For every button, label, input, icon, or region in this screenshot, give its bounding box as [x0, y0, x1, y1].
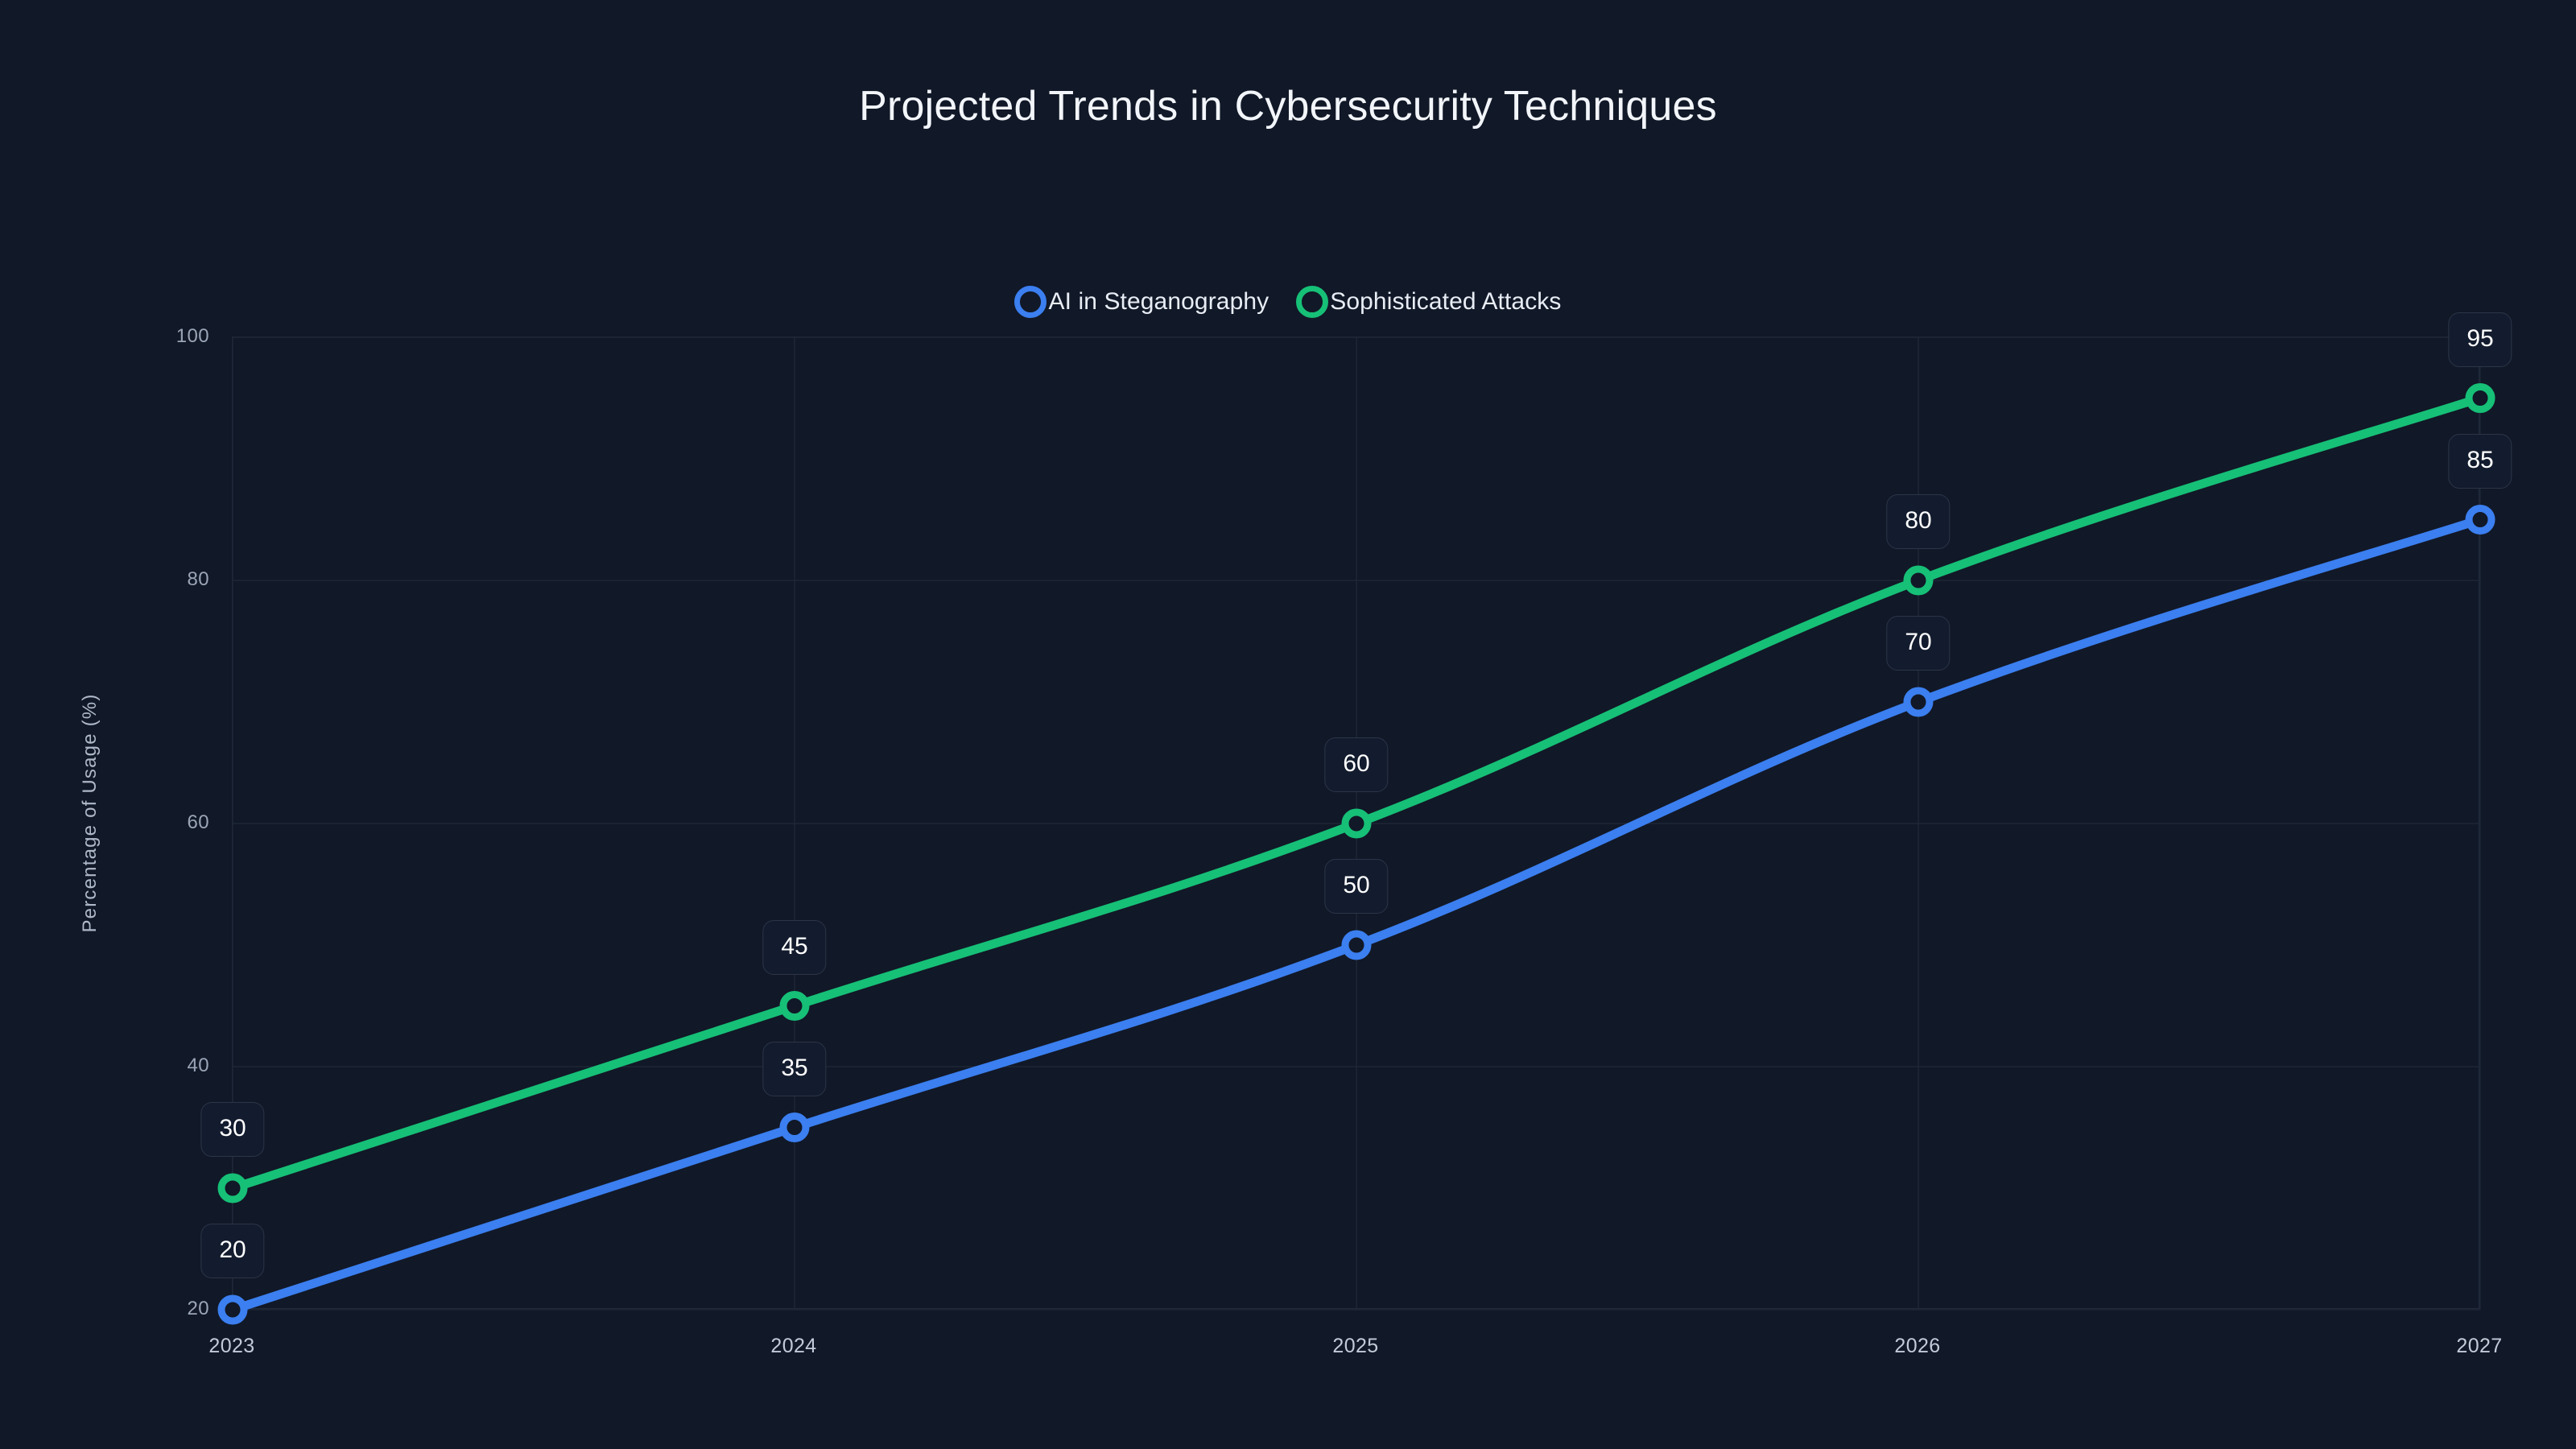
x-axis-tick-label: 2023 [208, 1335, 255, 1357]
data-point-marker[interactable] [2465, 505, 2496, 535]
x-axis-tick-label: 2024 [770, 1335, 817, 1357]
legend-item-ai-in-steganography[interactable]: AI in Steganography [1014, 286, 1269, 318]
page-title: Projected Trends in Cybersecurity Techni… [859, 83, 1717, 130]
plot-area: 20 35 50 70 85 30 45 60 80 95 [200, 312, 2512, 1325]
data-point-marker[interactable] [1341, 930, 1372, 960]
x-axis-tick-label: 2027 [2456, 1335, 2503, 1357]
x-axis-tick-label: 2025 [1332, 1335, 1379, 1357]
y-axis-tick-label: 60 [187, 811, 209, 833]
circle-ring-icon [1296, 286, 1329, 318]
series-markers [217, 505, 2496, 1325]
data-point-label: 85 [2448, 433, 2512, 489]
legend-item-sophisticated-attacks[interactable]: Sophisticated Attacks [1296, 286, 1561, 318]
y-axis-tick-label: 100 [175, 325, 209, 347]
y-axis-title: Percentage of Usage (%) [79, 693, 101, 933]
data-point-marker[interactable] [1903, 565, 1934, 596]
data-point-label: 60 [1324, 737, 1389, 792]
data-point-marker[interactable] [217, 1294, 248, 1325]
data-point-label: 80 [1886, 494, 1951, 549]
legend-item-label: Sophisticated Attacks [1330, 288, 1562, 315]
data-point-label: 20 [200, 1224, 265, 1278]
x-axis-tick-label: 2026 [1894, 1335, 1941, 1357]
data-point-marker[interactable] [1903, 687, 1934, 717]
plot-svg [217, 336, 2496, 1325]
data-point-marker[interactable] [217, 1173, 248, 1203]
data-point-marker[interactable] [2465, 383, 2496, 413]
data-point-marker[interactable] [1341, 808, 1372, 839]
legend-item-label: AI in Steganography [1048, 288, 1269, 315]
chart-legend: AI in Steganography Sophisticated Attacks [0, 286, 2576, 318]
data-point-label: 35 [762, 1041, 827, 1096]
data-point-marker[interactable] [779, 1113, 810, 1142]
data-point-label: 95 [2448, 312, 2512, 367]
data-point-label: 50 [1324, 859, 1389, 914]
data-point-label: 45 [762, 919, 827, 975]
series-markers [217, 383, 2496, 1203]
y-axis-tick-label: 40 [187, 1055, 209, 1076]
y-axis-tick-label: 80 [187, 568, 209, 590]
y-axis-tick-label: 20 [187, 1298, 209, 1319]
data-point-label: 30 [200, 1102, 265, 1157]
circle-ring-icon [1014, 286, 1047, 318]
data-point-label: 70 [1886, 616, 1951, 671]
data-point-marker[interactable] [779, 991, 810, 1021]
